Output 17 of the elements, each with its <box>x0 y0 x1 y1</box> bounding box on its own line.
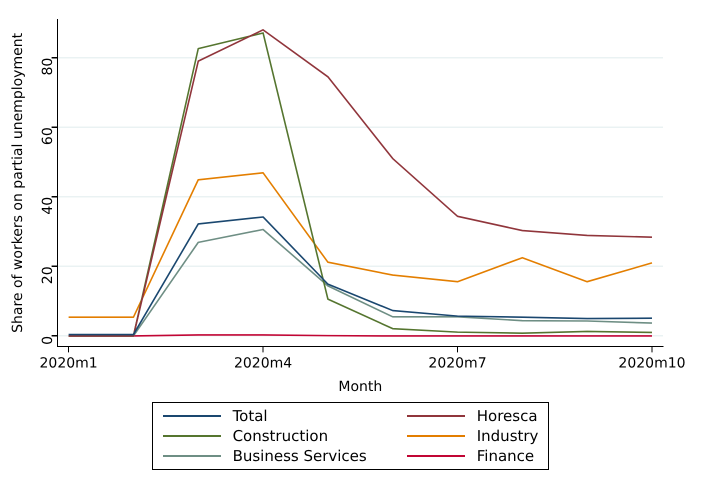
y-tick-label: 20 <box>40 266 56 284</box>
legend-label: Industry <box>476 427 538 445</box>
x-axis-title: Month <box>338 379 382 396</box>
legend-label: Construction <box>232 427 328 445</box>
legend-label: Finance <box>476 447 534 465</box>
x-tick-label: 2020m4 <box>234 355 292 372</box>
x-tick-label: 2020m7 <box>428 355 487 372</box>
legend-label: Total <box>232 407 268 425</box>
x-tick-label: 2020m1 <box>40 355 98 372</box>
legend-label: Business Services <box>232 447 367 465</box>
y-axis-title: Share of workers on partial unemployment <box>10 32 26 333</box>
y-tick-label: 80 <box>40 58 56 76</box>
y-tick-label: 0 <box>40 336 56 345</box>
legend-label: Horesca <box>476 407 538 425</box>
x-tick-label: 2020m10 <box>618 355 686 372</box>
y-tick-label: 40 <box>40 196 56 215</box>
y-tick-label: 60 <box>40 127 56 146</box>
